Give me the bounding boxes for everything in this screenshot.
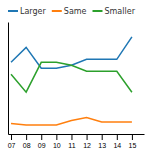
x-tick-mark: [117, 134, 118, 140]
legend-item: Larger: [8, 7, 47, 16]
x-tick-label: 07: [8, 142, 16, 149]
legend-swatch: [93, 10, 103, 12]
x-tick-mark: [56, 134, 57, 140]
chart: 07 08 09 10 11 12 13 14 15 Larger Same Smaller: [0, 0, 150, 150]
x-axis-line: [9, 134, 145, 135]
x-tick-mark: [71, 134, 72, 140]
series-line: [11, 37, 132, 68]
x-tick-mark: [132, 134, 133, 140]
x-axis: 07 08 09 10 11 12 13 14 15: [8, 134, 145, 149]
series-line: [11, 62, 132, 92]
series-line: [11, 118, 132, 125]
x-tick-label: 08: [23, 142, 31, 149]
x-tick-label: 12: [83, 142, 91, 149]
legend-swatch: [8, 10, 18, 12]
x-tick: 10: [53, 134, 61, 149]
lines: [11, 37, 132, 125]
x-tick: 12: [83, 134, 91, 149]
legend-label: Same: [64, 7, 87, 16]
x-tick-mark: [102, 134, 103, 140]
x-tick-mark: [41, 134, 42, 140]
x-tick: 15: [129, 134, 137, 149]
legend-item: Same: [52, 7, 87, 16]
x-tick-label: 14: [113, 142, 121, 149]
legend-item: Smaller: [93, 7, 136, 16]
y-axis-line: [8, 23, 9, 135]
x-tick-mark: [87, 134, 88, 140]
x-tick: 11: [68, 134, 75, 149]
x-tick-label: 09: [38, 142, 46, 149]
x-tick: 14: [113, 134, 121, 149]
legend: Larger Same Smaller: [8, 7, 136, 16]
x-tick: 07: [8, 134, 16, 149]
legend-swatch: [52, 10, 62, 12]
legend-label: Smaller: [105, 7, 136, 16]
x-tick: 13: [98, 134, 106, 149]
y-axis: [8, 23, 9, 135]
x-tick-label: 15: [129, 142, 137, 149]
plot: 07 08 09 10 11 12 13 14 15: [8, 23, 145, 149]
x-tick-label: 10: [53, 142, 61, 149]
x-tick-mark: [11, 134, 12, 140]
x-tick: 09: [38, 134, 46, 149]
x-tick-label: 13: [98, 142, 106, 149]
x-tick-mark: [26, 134, 27, 140]
x-tick: 08: [23, 134, 31, 149]
x-tick-label: 11: [68, 142, 75, 149]
legend-label: Larger: [20, 7, 47, 16]
